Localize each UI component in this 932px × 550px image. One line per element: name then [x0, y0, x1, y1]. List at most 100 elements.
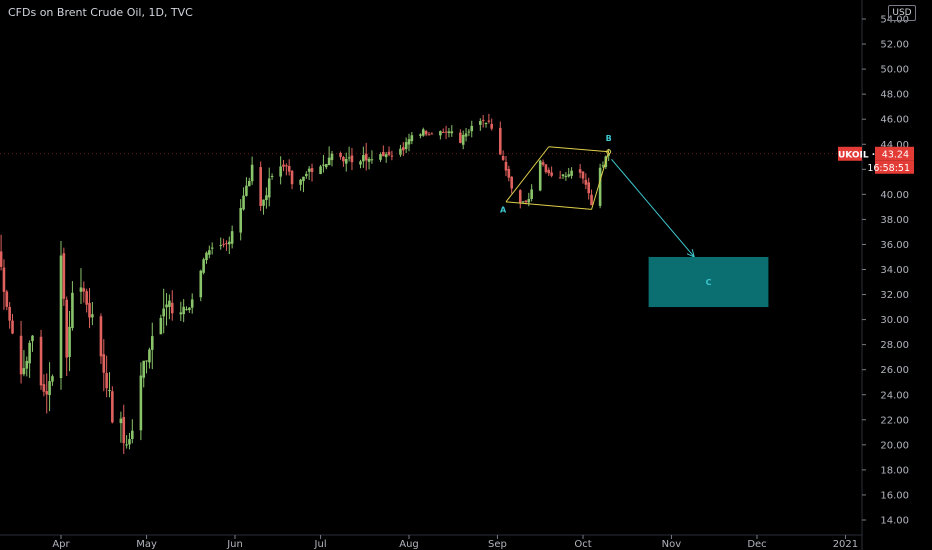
- candle-body: [362, 155, 365, 162]
- x-tick-label: Nov: [662, 539, 682, 550]
- candle-body: [190, 299, 194, 308]
- candle-body: [424, 131, 428, 135]
- x-tick-label: 2021: [833, 539, 858, 550]
- candle-body: [541, 162, 545, 165]
- candle-body: [45, 391, 49, 395]
- y-tick-label: 20.00: [880, 440, 909, 451]
- candle-body: [307, 168, 311, 172]
- candle-body: [0, 251, 3, 267]
- candle-body: [82, 288, 86, 292]
- target-zone-box[interactable]: [648, 256, 769, 308]
- candle-body: [379, 154, 382, 160]
- candle-body: [430, 133, 434, 135]
- candle-body: [290, 170, 294, 185]
- candle-body: [421, 129, 425, 136]
- candle-body: [182, 306, 185, 315]
- candle-body: [188, 307, 191, 311]
- projection-arrow[interactable]: [611, 158, 695, 258]
- candle-body: [105, 372, 108, 389]
- candle-body: [364, 153, 368, 161]
- price-tag-label: 43.24: [882, 149, 909, 160]
- candle-body: [350, 155, 354, 163]
- candle-body: [359, 161, 362, 165]
- candle-body: [487, 120, 491, 122]
- candle-body: [19, 335, 23, 375]
- candle-body: [370, 159, 374, 161]
- y-tick-label: 26.00: [880, 365, 909, 376]
- candle-body: [48, 381, 51, 396]
- wave-label-b: B: [606, 134, 612, 143]
- countdown-tag-bg: [875, 160, 914, 174]
- candle-body: [225, 243, 228, 245]
- candle-body: [581, 171, 585, 179]
- candle-body: [399, 148, 402, 155]
- symbol-tag-label: UKOIL ·: [838, 150, 875, 160]
- candle-body: [504, 161, 508, 171]
- candle-body: [384, 154, 388, 158]
- candle-body: [262, 199, 265, 206]
- x-tick-label: Apr: [52, 539, 70, 550]
- candle-body: [159, 318, 163, 335]
- candle-body: [427, 134, 431, 136]
- candle-body: [125, 444, 128, 446]
- candle-body: [111, 391, 114, 423]
- candle-body: [245, 185, 248, 196]
- candle-body: [578, 169, 582, 173]
- pattern-channel-line[interactable]: [505, 201, 592, 210]
- candle-body: [119, 418, 123, 424]
- candle-body: [484, 122, 488, 124]
- y-tick-label: 16.00: [880, 490, 909, 501]
- candle-body: [279, 166, 282, 177]
- candle-body: [461, 134, 465, 145]
- candle-body: [99, 316, 103, 357]
- candle-body: [544, 164, 548, 173]
- candle-body: [601, 165, 605, 167]
- candle-body: [208, 250, 211, 255]
- x-tick-label: Jul: [314, 539, 327, 550]
- candle-body: [165, 304, 168, 308]
- candle-body: [305, 173, 308, 177]
- candle-body: [162, 308, 165, 317]
- candle-body: [459, 132, 462, 143]
- candle-body: [538, 160, 542, 191]
- candle-body: [91, 314, 94, 318]
- candle-body: [259, 167, 262, 207]
- candle-body: [142, 360, 146, 378]
- candle-body: [222, 243, 225, 245]
- currency-button[interactable]: USD: [888, 5, 916, 21]
- candle-body: [390, 155, 394, 157]
- candle-body: [270, 176, 274, 178]
- candle-body: [267, 178, 271, 198]
- pattern-channel-line[interactable]: [505, 146, 550, 203]
- candle-body: [344, 158, 348, 164]
- candle-body: [2, 267, 6, 292]
- symbol-tag-bg: [838, 146, 862, 161]
- y-tick-label: 38.00: [880, 215, 909, 226]
- chart-title: CFDs on Brent Crude Oil, 1D, TVC: [8, 6, 193, 19]
- candle-body: [150, 336, 154, 350]
- x-tick-label: Sep: [488, 539, 507, 550]
- candle-body: [547, 169, 551, 174]
- x-tick-label: Aug: [399, 539, 419, 550]
- candle-body: [447, 131, 451, 133]
- pattern-channel-line[interactable]: [591, 151, 610, 210]
- candle-body: [444, 131, 448, 133]
- candle-body: [564, 176, 568, 178]
- candle-body: [11, 320, 14, 334]
- price-tag-bg: [875, 146, 914, 161]
- candle-body: [88, 303, 91, 318]
- candle-body: [310, 168, 314, 173]
- wave-label-c: C: [706, 278, 712, 287]
- candle-body: [327, 157, 331, 166]
- y-tick-label: 32.00: [880, 290, 909, 301]
- y-tick-label: 14.00: [880, 516, 909, 527]
- y-tick-label: 34.00: [880, 265, 909, 276]
- candle-body: [205, 252, 208, 261]
- x-tick-label: May: [136, 539, 157, 550]
- y-tick-label: 50.00: [880, 65, 909, 76]
- pattern-channel-line[interactable]: [548, 146, 609, 153]
- candle-body: [247, 181, 251, 187]
- candle-body: [467, 131, 471, 133]
- candle-body: [550, 172, 553, 176]
